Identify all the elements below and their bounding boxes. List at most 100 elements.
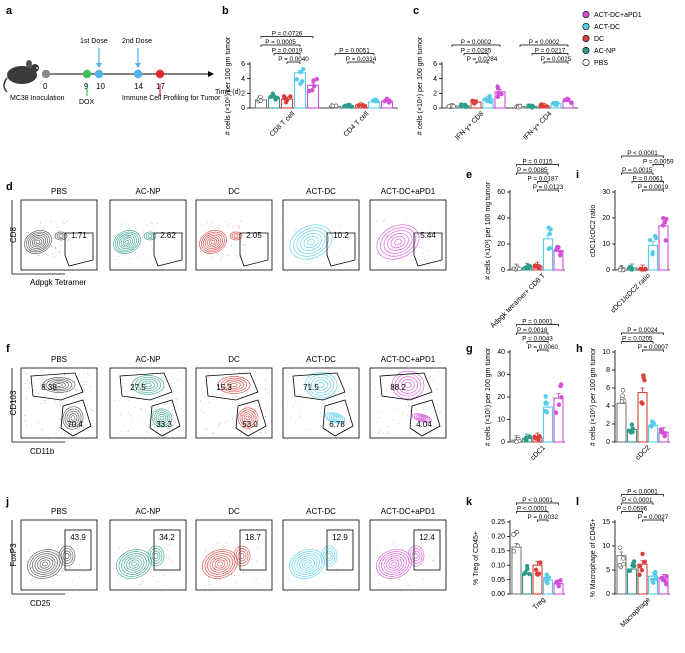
event-dot (375, 388, 377, 389)
event-dot (59, 251, 60, 252)
event-dot (43, 226, 44, 228)
event-dot (264, 388, 266, 390)
event-dot (251, 418, 253, 420)
event-dot (383, 220, 385, 222)
event-dot (128, 228, 130, 230)
event-dot (321, 423, 323, 424)
event-dot (41, 387, 43, 389)
event-dot (170, 559, 172, 561)
event-dot (201, 230, 203, 231)
event-dot (60, 431, 62, 433)
p-value-label: P = 0.0032 (527, 514, 558, 521)
event-dot (306, 578, 308, 580)
event-dot (323, 422, 325, 424)
contour-line (37, 557, 53, 571)
event-dot (84, 389, 86, 391)
event-dot (294, 229, 296, 231)
event-dot (165, 585, 167, 587)
gate-rect (153, 529, 181, 571)
event-dot (150, 222, 152, 224)
event-dot (431, 233, 433, 235)
event-dot (403, 561, 405, 563)
p-value-label: P = 0.0596 (617, 505, 648, 512)
event-dot (205, 231, 206, 233)
event-dot (249, 541, 250, 543)
event-dot (232, 225, 234, 227)
event-dot (119, 415, 121, 417)
contour-line (407, 545, 425, 567)
data-point-ACT-DC+aPD1 (495, 86, 501, 91)
gate-rect (64, 529, 92, 571)
event-dot (148, 553, 150, 555)
contour-line (227, 381, 241, 389)
data-point-ACT-DC (298, 81, 303, 86)
event-dot (399, 248, 401, 250)
event-dot (260, 432, 262, 434)
panel-label-d: d (6, 181, 13, 193)
event-dot (399, 381, 401, 383)
data-point-AC-NP (627, 264, 632, 270)
event-dot (165, 404, 167, 406)
event-dot (241, 396, 243, 397)
event-dot (210, 229, 212, 231)
data-point-ACT-DC+aPD1 (556, 582, 561, 588)
y-tick-label: 0.05 (491, 577, 505, 584)
event-dot (41, 377, 43, 379)
event-dot (242, 571, 244, 573)
data-point-PBS (517, 103, 523, 109)
event-dot (201, 564, 203, 566)
event-dot (287, 404, 289, 406)
flow-title: DC (228, 355, 240, 364)
gate-percent-upper: 15.3 (216, 383, 232, 392)
y-tick-label: 5 (606, 567, 610, 574)
event-dot (245, 424, 246, 426)
data-point-DC (282, 96, 288, 101)
contour-line (155, 412, 169, 424)
flow-f-y-label: CD103 (9, 390, 18, 415)
event-dot (393, 542, 394, 544)
event-dot (84, 380, 86, 382)
event-dot (167, 389, 169, 391)
event-dot (287, 231, 289, 233)
event-dot (88, 374, 90, 376)
event-dot (37, 422, 39, 424)
event-dot (426, 249, 428, 251)
timepoint-day14 (133, 69, 143, 79)
event-dot (244, 244, 246, 246)
event-dot (313, 560, 315, 561)
event-dot (117, 256, 119, 257)
panel-label-k: k (466, 496, 473, 508)
event-dot (32, 562, 34, 564)
event-dot (142, 245, 144, 247)
event-dot (411, 402, 413, 404)
event-dot (292, 408, 294, 410)
y-tick-label: 0 (501, 439, 505, 446)
event-dot (155, 410, 157, 412)
event-dot (307, 548, 309, 550)
event-dot (299, 416, 301, 418)
event-dot (302, 239, 304, 241)
event-dot (161, 380, 163, 381)
event-dot (413, 414, 415, 416)
sig-bracket (519, 44, 569, 47)
data-point-ACT-DC+aPD1 (556, 402, 562, 407)
event-dot (439, 412, 441, 414)
profiling-label: Immune Cell Profiling for Tumor (122, 95, 221, 102)
event-dot (223, 384, 225, 386)
contour-line (33, 238, 43, 246)
data-point-ACT-DC+aPD1 (664, 573, 669, 579)
event-dot (298, 563, 300, 565)
event-dot (251, 390, 253, 392)
event-dot (175, 398, 177, 399)
legend-marker (582, 34, 590, 42)
event-dot (37, 567, 39, 569)
data-point-ACT-DC+aPD1 (382, 98, 387, 104)
gate-upper (119, 372, 173, 401)
event-dot (143, 254, 145, 256)
y-axis-label: cDC1/cDC2 ratio (590, 205, 597, 258)
y-axis-label: % Macrophage of CD45+ (590, 519, 597, 598)
sig-bracket (621, 511, 643, 514)
event-dot (125, 223, 127, 225)
data-point-AC-NP (458, 102, 464, 107)
gate-rect (239, 529, 267, 571)
